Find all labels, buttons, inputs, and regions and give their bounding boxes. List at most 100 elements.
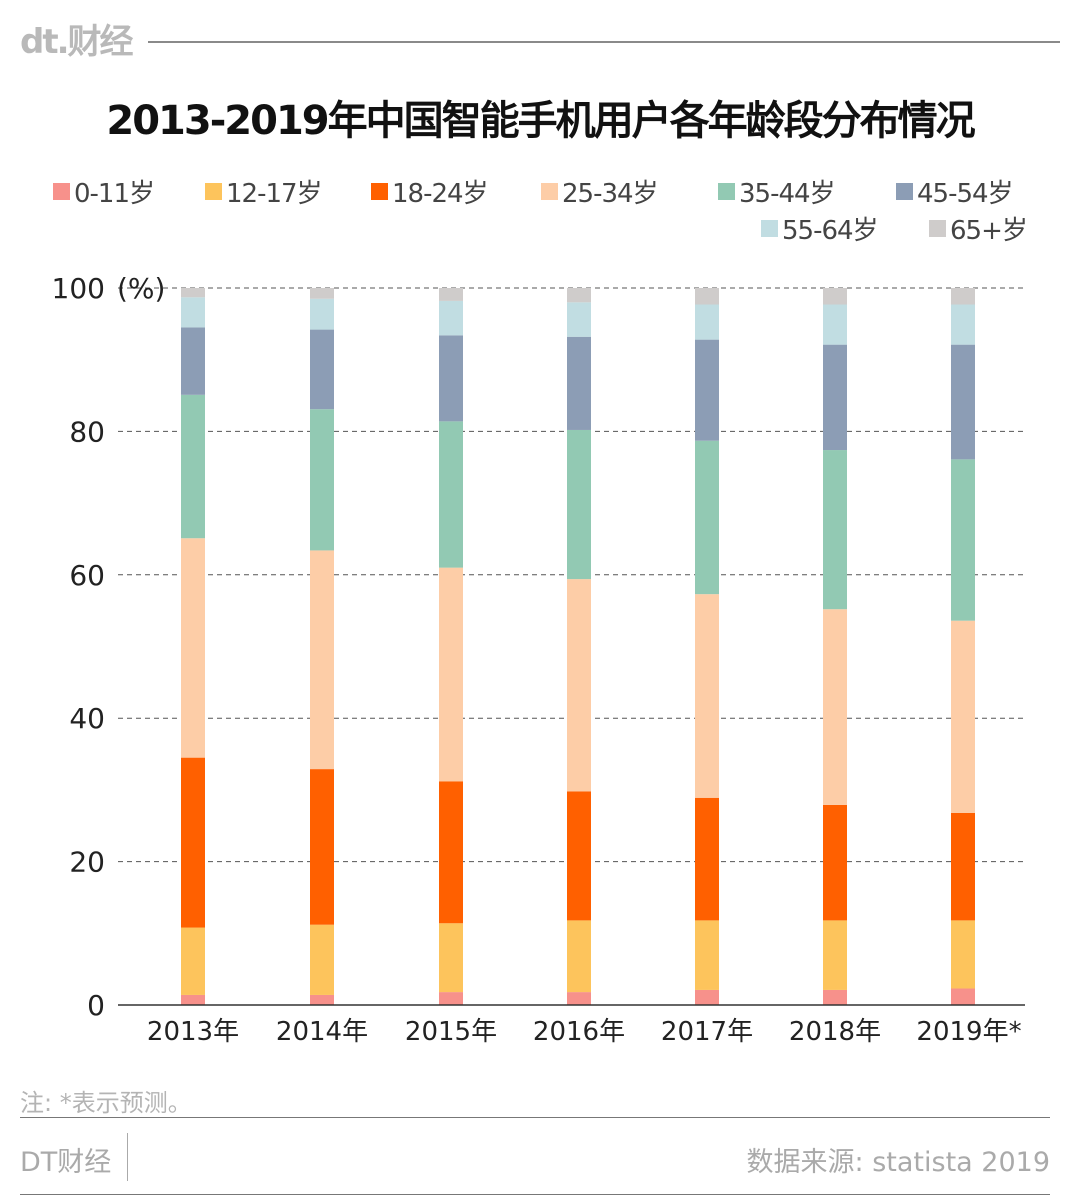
bar-segment-2016年-45-54岁	[567, 336, 591, 430]
bar-segment-2013年-12-17岁	[181, 927, 205, 995]
footer-bottom-divider	[20, 1194, 1050, 1195]
chart-title: 2013-2019年中国智能手机用户各年龄段分布情况	[106, 98, 975, 144]
bar-segment-2017年-55-64岁	[695, 304, 719, 340]
x-tick-label: 2018年	[789, 1017, 881, 1047]
bar-segment-2013年-55-64岁	[181, 297, 205, 328]
bar-segment-2019年*-55-64岁	[951, 304, 975, 345]
y-tick-label: 0	[87, 989, 105, 1022]
legend-item: 45-54岁	[896, 176, 1014, 209]
bar-segment-2019年*-0-11岁	[951, 988, 975, 1005]
y-tick-label: 20	[69, 846, 105, 879]
footer-vertical-divider	[127, 1133, 128, 1181]
y-tick-label: 80	[69, 415, 105, 448]
bar-segment-2013年-35-44岁	[181, 394, 205, 539]
bar-segment-2014年-12-17岁	[310, 924, 334, 995]
legend-swatch	[53, 182, 70, 200]
bar-segment-2015年-18-24岁	[439, 781, 463, 924]
legend-label: 25-34岁	[562, 178, 659, 209]
legend-swatch	[929, 219, 946, 237]
bar-segment-2014年-0-11岁	[310, 994, 334, 1005]
bar-segment-2013年-0-11岁	[181, 994, 205, 1005]
y-axis-unit: (%)	[117, 272, 165, 305]
x-tick-label: 2019年*	[916, 1017, 1021, 1047]
bar-segment-2017年-0-11岁	[695, 989, 719, 1005]
y-tick-label: 60	[69, 559, 105, 592]
legend-item: 25-34岁	[541, 176, 659, 209]
bar-segment-2019年*-12-17岁	[951, 920, 975, 989]
bar-segment-2014年-25-34岁	[310, 550, 334, 770]
bar-segment-2015年-45-54岁	[439, 335, 463, 422]
bar-segment-2019年*-45-54岁	[951, 344, 975, 460]
bar-segment-2016年-0-11岁	[567, 992, 591, 1005]
bar-segment-2015年-35-44岁	[439, 421, 463, 568]
legend-item: 55-64岁	[761, 213, 879, 246]
bar-segment-2017年-35-44岁	[695, 440, 719, 595]
legend-label: 45-54岁	[917, 178, 1014, 209]
bar-segment-2013年-45-54岁	[181, 327, 205, 395]
x-tick-label: 2016年	[533, 1017, 625, 1047]
bar-segment-2013年-18-24岁	[181, 757, 205, 928]
bar-segment-2014年-55-64岁	[310, 298, 334, 330]
x-tick-label: 2017年	[661, 1017, 753, 1047]
bar-segment-2018年-18-24岁	[823, 804, 847, 921]
bar-segment-2014年-45-54岁	[310, 329, 334, 410]
bar-segment-2018年-55-64岁	[823, 304, 847, 345]
legend-label: 65+岁	[950, 215, 1028, 246]
bar-segment-2018年-65+岁	[823, 288, 847, 305]
bar-segment-2018年-0-11岁	[823, 989, 847, 1005]
bar-segment-2015年-12-17岁	[439, 923, 463, 993]
y-tick-label: 40	[69, 702, 105, 735]
footnote: 注: *表示预测。	[20, 1089, 192, 1117]
legend-label: 18-24岁	[392, 178, 489, 209]
legend-label: 55-64岁	[782, 215, 879, 246]
legend-swatch	[718, 182, 735, 200]
bar-segment-2016年-65+岁	[567, 288, 591, 303]
bar-segment-2013年-65+岁	[181, 288, 205, 298]
legend-label: 35-44岁	[739, 178, 836, 209]
bar-segment-2016年-12-17岁	[567, 920, 591, 993]
bar-segment-2017年-25-34岁	[695, 594, 719, 798]
legend-item: 0-11岁	[53, 176, 155, 209]
footer-divider	[20, 1117, 1050, 1118]
x-tick-label: 2015年	[405, 1017, 497, 1047]
bar-segment-2016年-55-64岁	[567, 302, 591, 337]
bar-segment-2017年-12-17岁	[695, 920, 719, 990]
bar-segment-2015年-0-11岁	[439, 992, 463, 1005]
legend-swatch	[761, 219, 778, 237]
bar-segment-2017年-18-24岁	[695, 797, 719, 921]
x-tick-label: 2013年	[147, 1017, 239, 1047]
bar-segment-2015年-65+岁	[439, 288, 463, 301]
brand-logo: dt.财经	[20, 22, 134, 62]
footer-brand: DT财经	[20, 1147, 112, 1178]
bar-segment-2019年*-65+岁	[951, 288, 975, 305]
bar-segment-2014年-65+岁	[310, 288, 334, 299]
bar-segment-2013年-25-34岁	[181, 538, 205, 758]
bar-segment-2014年-35-44岁	[310, 409, 334, 551]
y-tick-label: 100	[52, 272, 105, 305]
bar-segment-2017年-65+岁	[695, 288, 719, 305]
bar-segment-2019年*-25-34岁	[951, 620, 975, 813]
bar-segment-2017年-45-54岁	[695, 339, 719, 441]
bar-segment-2016年-25-34岁	[567, 579, 591, 792]
legend-label: 12-17岁	[226, 178, 323, 209]
legend-item: 35-44岁	[718, 176, 836, 209]
bar-segment-2014年-18-24岁	[310, 769, 334, 925]
bar-segment-2018年-35-44岁	[823, 450, 847, 610]
bar-segment-2019年*-35-44岁	[951, 459, 975, 621]
legend-item: 18-24岁	[371, 176, 489, 209]
bar-segment-2016年-35-44岁	[567, 429, 591, 580]
legend-swatch	[205, 182, 222, 200]
legend-item: 65+岁	[929, 213, 1028, 246]
bar-segment-2015年-55-64岁	[439, 300, 463, 336]
x-tick-label: 2014年	[276, 1017, 368, 1047]
bar-segment-2018年-25-34岁	[823, 609, 847, 805]
bar-segment-2015年-25-34岁	[439, 567, 463, 782]
header-divider	[148, 41, 1060, 43]
legend-item: 12-17岁	[205, 176, 323, 209]
legend-swatch	[541, 182, 558, 200]
bar-segment-2018年-45-54岁	[823, 344, 847, 451]
data-source: 数据来源: statista 2019	[746, 1147, 1050, 1178]
bar-segment-2016年-18-24岁	[567, 791, 591, 921]
legend-swatch	[371, 182, 388, 200]
